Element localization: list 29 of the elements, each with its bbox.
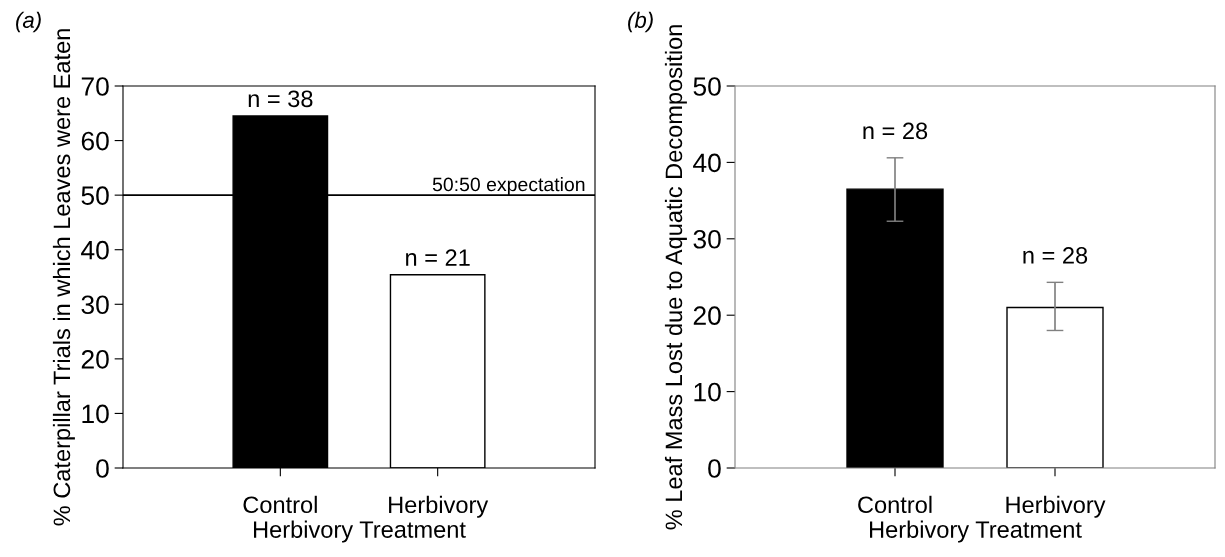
y-tick-label: 20 [81,349,109,369]
ref-line-label: 50:50 expectation [432,177,585,196]
x-tick-label: Control [243,495,317,514]
y-tick-label: 30 [693,229,721,249]
y-axis-title: % Caterpillar Trials in which Leaves were Eaten [52,29,75,526]
y-tick-label: 40 [81,240,109,260]
y-tick-label: 10 [694,382,721,402]
x-tick-label: Herbivory [389,495,489,518]
y-tick-label: 30 [81,295,109,315]
y-tick-label: 40 [693,153,721,173]
y-tick-label: 0 [708,459,721,478]
chart-title: (a) [16,11,41,33]
y-tick-label: 60 [81,131,109,151]
chart-title: (b) [628,11,653,33]
x-axis-title: Herbivory Treatment [870,520,1082,543]
annotation: n = 38 [248,90,313,108]
y-tick-label: 20 [693,306,721,326]
y-tick-label: 50 [81,186,109,205]
y-tick-label: 50 [693,77,721,96]
annotation: n = 21 [406,249,470,266]
annotation: n = 28 [863,122,928,140]
x-tick-label: Herbivory [1006,495,1106,518]
y-tick-label: 0 [96,459,109,478]
y-tick-label: 10 [82,404,109,424]
x-axis-title: Herbivory Treatment [254,520,466,543]
y-axis-title: % Leaf Mass Lost due to Aquatic Decomposition [664,25,687,530]
x-tick-label: Control [858,495,932,514]
annotation: n = 28 [1023,247,1088,264]
y-tick-label: 70 [81,77,109,96]
